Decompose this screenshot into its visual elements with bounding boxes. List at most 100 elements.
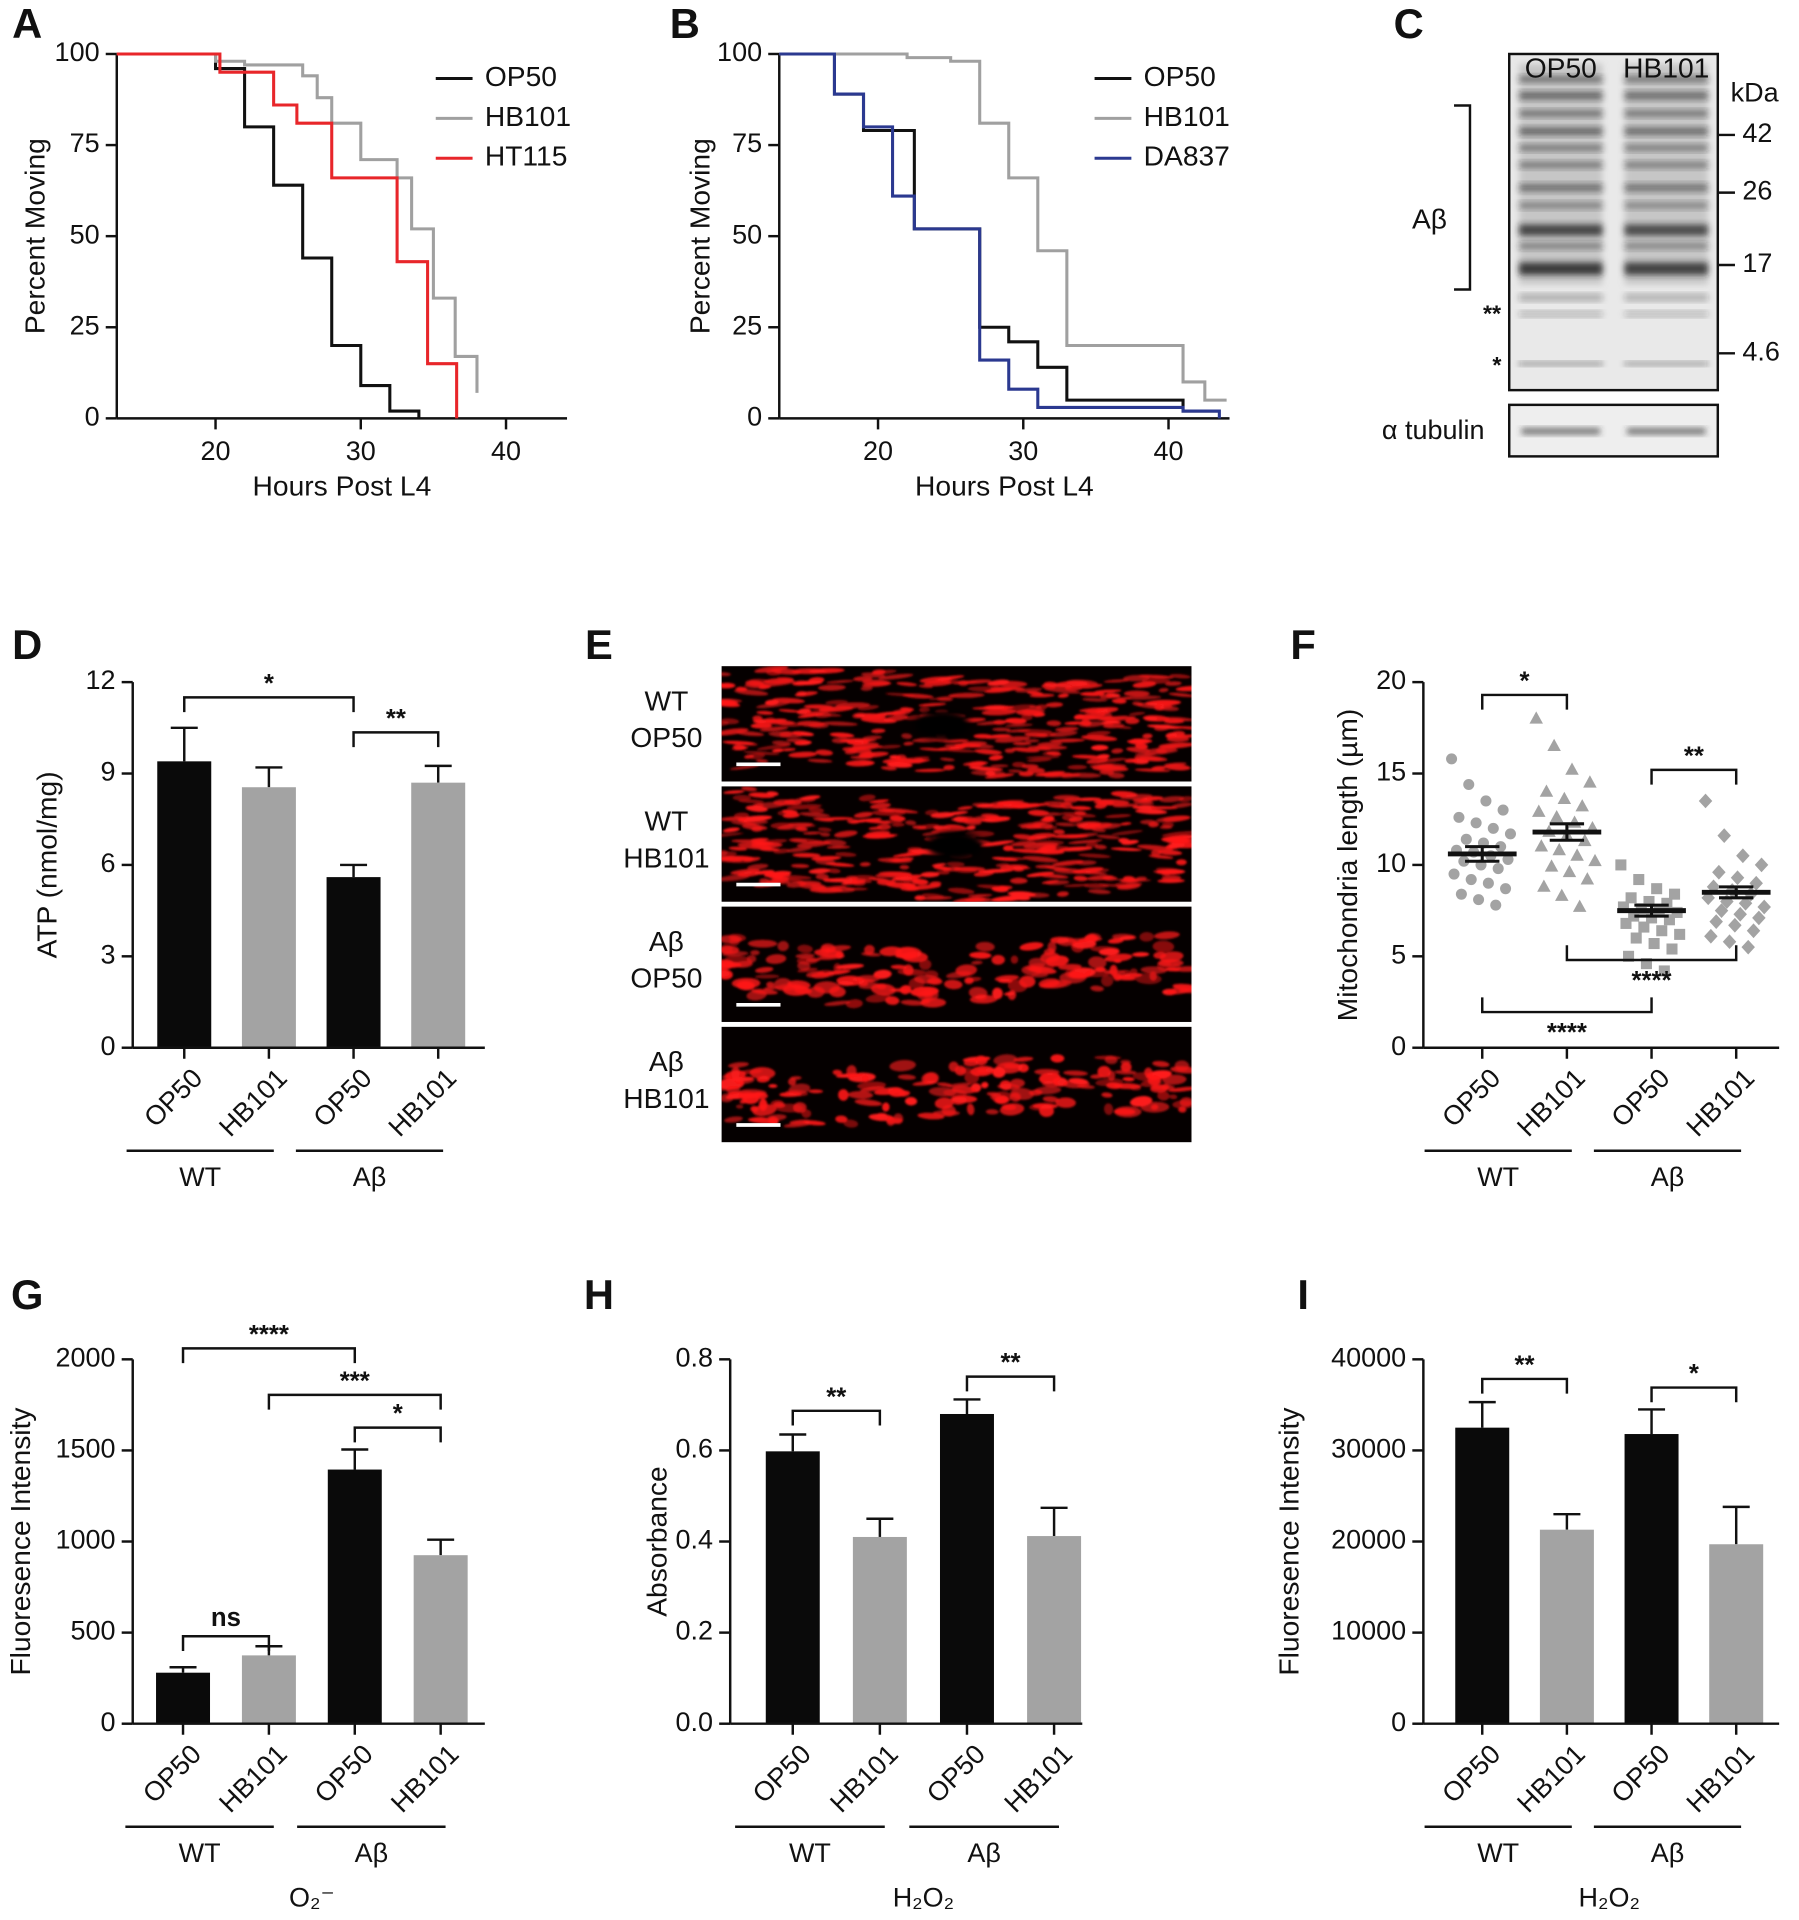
bar [1027,1536,1082,1724]
mitochondrion [1002,845,1014,852]
mitochondrion [808,723,829,729]
mitochondrion [806,970,825,978]
mitochondrion [1131,758,1149,765]
mitochondrion [859,862,871,867]
mitochondrion [1097,1065,1111,1078]
mitochondrion [899,985,912,995]
blot-band [1519,294,1603,301]
mitochondrion [899,864,910,870]
x-tick-label: HB101 [1511,1739,1591,1819]
mitochondrion [773,848,790,854]
data-point [1709,914,1723,929]
mitochondrion [973,733,993,739]
mitochondrion [1057,693,1069,698]
mitochondrion [976,803,995,808]
y-tick-label: 6 [101,848,116,878]
mitochondrion [1081,734,1118,742]
mitochondrion [1148,854,1174,859]
mitochondrion [903,741,914,746]
data-point [1532,804,1546,817]
data-point [1529,711,1543,724]
mitochondrion [844,749,858,755]
x-tick-label: HB101 [999,1739,1079,1819]
mitochondrion [1067,764,1088,770]
mitochondrion [1040,817,1055,822]
mitochondrion [1047,804,1067,809]
mitochondrion [1019,942,1044,951]
mitochondrion [835,963,865,970]
mitochondrion [766,791,779,796]
legend-label: DA837 [1144,140,1230,172]
significance-label: **** [1547,1019,1587,1047]
mitochondrion [1121,839,1139,845]
blot-band [1624,224,1708,236]
x-axis-label: Hours Post L4 [253,470,432,502]
y-tick-label: 15 [1376,757,1406,787]
mitochondrion [1026,825,1041,830]
bar [765,1451,820,1724]
significance-bracket [791,1409,882,1426]
blot-band [1519,242,1603,250]
data-point [1704,928,1718,944]
micrograph-signal [721,666,1192,779]
mitochondrion [832,1069,843,1076]
mitochondrion [1134,973,1162,985]
mitochondrion [1152,940,1175,953]
mitochondrion [1175,685,1192,692]
mitochondrion [868,1113,894,1122]
mitochondrion [965,825,976,831]
mitochondrion [1032,1103,1058,1109]
mitochondrion [982,705,1008,710]
legend-label: OP50 [485,60,557,92]
mitochondrion [1012,741,1032,746]
mitochondrion [723,790,745,794]
mitochondrion [1152,1060,1170,1068]
mitochondrion [869,799,890,804]
mitochondrion [865,833,899,839]
x-axis-label: O₂⁻ [289,1882,335,1912]
group-label: Aβ [967,1838,1001,1868]
mitochondrion [1157,960,1172,972]
mitochondrion [1025,755,1060,759]
mitochondrion [736,731,765,737]
mitochondrion [1130,968,1138,975]
bar [939,1413,994,1724]
mitochondrion [1049,730,1078,737]
y-tick-label: 1000 [56,1525,116,1555]
data-point [1754,857,1769,873]
mitochondrion [796,840,831,848]
mitochondrion [737,842,772,850]
y-tick-label: 25 [70,310,100,340]
mitochondrion [820,943,836,953]
data-point [1448,868,1460,880]
blot-band [1624,294,1708,301]
significance-bracket [1481,1377,1569,1394]
y-tick-label: 5 [1391,939,1406,969]
mitochondrion [914,895,926,901]
mitochondrion [1030,832,1056,840]
x-tick-label: OP50 [1436,1739,1506,1809]
mitochondrion [1097,754,1110,759]
marker-label: 4.6 [1742,336,1780,366]
mitochondrion [1139,932,1154,942]
mitochondrion [1111,830,1143,836]
mitochondrion [1114,1106,1142,1118]
mitochondrion [743,856,761,862]
x-tick-label: HB101 [1681,1063,1761,1143]
survival-line [779,52,1227,402]
mitochondrion [1038,802,1050,806]
dark-nucleus [927,830,982,861]
mitochondrion [1128,711,1146,716]
significance-bracket [1481,693,1569,710]
mitochondrion [856,1081,887,1090]
mitochondrion [1169,837,1192,844]
legend-label: HT115 [485,140,568,172]
legend-label: HB101 [1144,100,1230,132]
mitochondrion [820,832,831,837]
mitochondrion [861,681,892,688]
group-label: WT [1477,1162,1519,1192]
mitochondrion [817,827,832,832]
blot-band [1624,92,1708,100]
data-point [1567,815,1582,828]
mitochondrion [1034,1068,1060,1076]
